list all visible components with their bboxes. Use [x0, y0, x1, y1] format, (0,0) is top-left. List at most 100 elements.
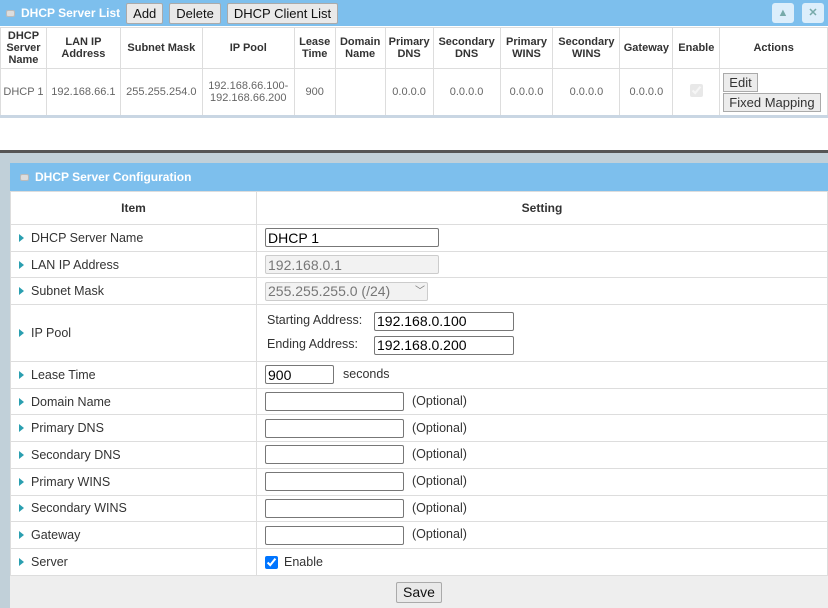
config-row: Secondary DNS (Optional) [10, 441, 828, 469]
ending-address-input[interactable] [374, 335, 514, 355]
label: LAN IP Address [31, 257, 120, 272]
dhcp-client-list-button[interactable]: DHCP Client List [226, 2, 339, 24]
optional-label: (Optional) [412, 500, 467, 515]
column-header: Enable [672, 27, 721, 69]
save-button[interactable]: Save [396, 581, 442, 603]
table-cell: 0.0.0.0 [552, 68, 621, 117]
bullet-icon [19, 424, 24, 433]
secondary-dns-input[interactable] [265, 445, 404, 465]
label: Secondary WINS [31, 501, 127, 516]
config-row: Domain Name (Optional) [10, 387, 828, 416]
label: Server [31, 554, 68, 569]
list-title: DHCP Server List [21, 6, 121, 20]
item-header: Item [10, 191, 257, 225]
bullet-icon [19, 260, 24, 269]
label: Lease Time [31, 367, 96, 382]
label: IP Pool [31, 326, 72, 341]
setting-header: Setting [256, 191, 828, 225]
config-row: Primary WINS (Optional) [10, 467, 828, 496]
panel-icon [20, 173, 29, 181]
column-header: DHCP Server Name [0, 27, 47, 69]
lan-ip-input [265, 255, 439, 275]
column-header: Secondary WINS [552, 27, 621, 69]
dhcp-server-list-header: DHCP Server List Add Delete DHCP Client … [0, 0, 828, 26]
label: Primary DNS [31, 421, 104, 436]
divider [0, 150, 828, 153]
bullet-icon [19, 504, 24, 513]
dhcp-server-name-input[interactable] [265, 228, 439, 248]
server-enable-checkbox[interactable] [265, 555, 278, 569]
table-cell: 0.0.0.0 [619, 68, 674, 117]
lease-time-input[interactable] [265, 365, 334, 385]
gateway-input[interactable] [265, 525, 404, 545]
optional-label: (Optional) [412, 447, 467, 462]
table-cell: 192.168.66.1 [45, 68, 121, 117]
bullet-icon [19, 397, 24, 406]
table-row: DHCP 1 192.168.66.1 255.255.254.0 192.168.6… [0, 68, 828, 117]
label: Domain Name [31, 394, 111, 409]
label: Secondary DNS [31, 447, 121, 462]
column-header: Secondary DNS [432, 27, 501, 69]
add-button[interactable]: Add [126, 2, 164, 24]
column-header: Primary DNS [384, 27, 434, 69]
starting-address-input[interactable] [374, 311, 514, 331]
optional-label: (Optional) [412, 420, 467, 435]
bullet-icon [19, 329, 24, 338]
panel-icon [6, 9, 15, 17]
table-cell: 255.255.254.0 [119, 68, 203, 117]
collapse-icon[interactable]: ▲ [772, 3, 794, 23]
bullet-icon [19, 287, 24, 296]
enable-checkbox [689, 84, 703, 97]
dhcp-server-configuration-panel: DHCP Server Configuration Item Setting DH… [10, 163, 828, 608]
bullet-icon [19, 233, 24, 242]
delete-button[interactable]: Delete [169, 2, 221, 24]
table-cell: 0.0.0.0 [432, 68, 501, 117]
domain-name-input[interactable] [265, 392, 404, 412]
label: Primary WINS [31, 474, 111, 489]
edit-button[interactable]: Edit [723, 72, 758, 92]
table-cell: 0.0.0.0 [384, 68, 434, 117]
enable-cell [672, 68, 721, 117]
secondary-wins-input[interactable] [265, 498, 404, 518]
table-cell: 900 [293, 68, 336, 117]
bullet-icon [19, 477, 24, 486]
config-row: Primary DNS (Optional) [10, 414, 828, 443]
column-header: Subnet Mask [119, 27, 203, 69]
primary-dns-input[interactable] [265, 418, 404, 438]
enable-label: Enable [284, 554, 323, 569]
column-header: IP Pool [201, 27, 295, 69]
column-header: Actions [719, 27, 828, 69]
optional-label: (Optional) [412, 473, 467, 488]
config-row: Secondary WINS (Optional) [10, 494, 828, 523]
lease-unit: seconds [343, 367, 390, 382]
table-cell: 0.0.0.0 [499, 68, 554, 117]
column-header: Primary WINS [499, 27, 554, 69]
table-cell [334, 68, 386, 117]
column-header: Lease Time [293, 27, 336, 69]
bullet-icon [19, 557, 24, 566]
chevron-down-icon: ﹀ [415, 285, 425, 297]
column-header: Gateway [619, 27, 674, 69]
starting-address-label: Starting Address: [267, 313, 363, 328]
close-icon[interactable]: ✕ [802, 3, 824, 23]
label: Gateway [31, 528, 81, 543]
label: Subnet Mask [31, 284, 104, 299]
dhcp-server-table: DHCP Server Name LAN IP Address Subnet Mas… [0, 27, 828, 118]
config-row: Gateway (Optional) [10, 521, 828, 549]
optional-label: (Optional) [412, 527, 467, 542]
bullet-icon [19, 450, 24, 459]
table-cell: 192.168.66.100-192.168.66.200 [201, 68, 295, 117]
bullet-icon [19, 531, 24, 540]
ending-address-label: Ending Address: [267, 337, 359, 352]
optional-label: (Optional) [412, 393, 467, 408]
fixed-mapping-button[interactable]: Fixed Mapping [723, 92, 821, 112]
column-header: LAN IP Address [45, 27, 121, 69]
column-header: Domain Name [334, 27, 386, 69]
actions-cell: Edit Fixed Mapping [719, 68, 828, 117]
config-title: DHCP Server Configuration [35, 170, 192, 184]
primary-wins-input[interactable] [265, 472, 404, 492]
table-cell: DHCP 1 [0, 68, 47, 117]
subnet-mask-select: 255.255.255.0 (/24) ﹀ [265, 281, 428, 301]
label: DHCP Server Name [31, 230, 144, 245]
bullet-icon [19, 370, 24, 379]
